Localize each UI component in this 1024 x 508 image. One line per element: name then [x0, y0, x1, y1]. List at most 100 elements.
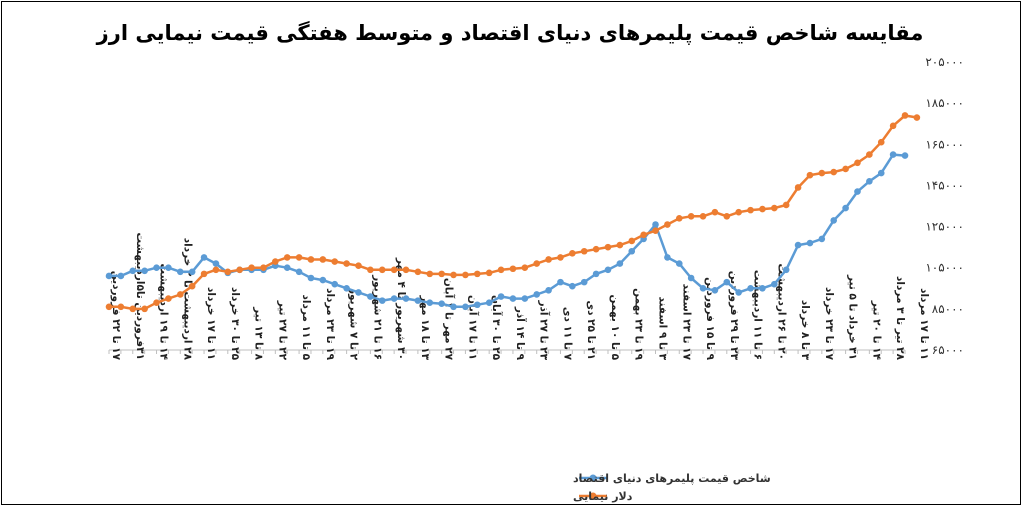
data-point — [462, 303, 469, 311]
x-tick-label: ۲۵ تا ۳۰ خرداد — [229, 287, 241, 361]
data-point — [806, 171, 814, 179]
data-point — [628, 247, 636, 255]
data-point — [355, 289, 362, 296]
data-point — [592, 245, 600, 253]
data-point — [355, 262, 362, 269]
data-point — [485, 269, 493, 277]
legend-swatch-marker — [589, 474, 597, 482]
x-tick-label: ۵ تا ۱۱ مرداد — [300, 294, 312, 360]
x-tick-label: ۱۹ تا ۲۳ مرداد — [324, 288, 336, 361]
data-point — [628, 237, 636, 245]
data-point — [711, 287, 719, 294]
data-point — [165, 264, 172, 272]
data-point — [854, 188, 861, 195]
x-tick-label: ۲۲ تا ۲۷ تیر — [276, 300, 288, 361]
series-layer — [105, 112, 921, 313]
y-tick-label: ۲۰۵۰۰۰ — [925, 55, 964, 69]
data-point — [652, 227, 659, 234]
x-axis: ۱۷ تا ۲۲ فروردین ۳۱فروردین تا۵اردیبهشت ۱۴ … — [108, 232, 930, 361]
data-point — [664, 254, 671, 261]
data-point — [687, 212, 695, 220]
series-line — [109, 114, 918, 311]
x-tick-label: ۱۷ تا ۲۲ فروردین — [110, 271, 122, 361]
data-point — [759, 205, 766, 213]
data-point — [117, 303, 125, 311]
data-point — [272, 258, 279, 265]
data-point — [141, 267, 148, 275]
data-point — [378, 297, 386, 304]
data-point — [877, 138, 885, 146]
data-point — [200, 270, 208, 278]
data-point — [188, 282, 196, 290]
data-point — [438, 270, 445, 278]
data-point — [580, 247, 588, 255]
data-point — [497, 266, 505, 274]
data-point — [592, 270, 600, 278]
data-point — [782, 201, 790, 209]
x-tick-label: ۲ تا ۷ شهریور — [348, 287, 360, 361]
x-tick-label: ۱۴ تا ۲۰ تیر — [870, 300, 882, 361]
legend-swatch-marker — [589, 492, 597, 500]
data-point — [378, 266, 386, 274]
data-point — [818, 235, 826, 243]
x-tick-label: ۲۸ تیر تا ۳ مرداد — [894, 276, 906, 361]
data-point — [533, 291, 541, 298]
data-point — [509, 265, 517, 273]
data-point — [129, 305, 137, 313]
x-tick-label: ۲۱ تا ۲۵ دی — [585, 300, 597, 360]
x-tick-label: ۱۴ تا ۱۹ اردیبهشت — [158, 263, 170, 360]
data-point — [913, 114, 921, 121]
data-point — [390, 266, 398, 274]
data-point — [771, 280, 778, 288]
data-point — [343, 284, 350, 292]
data-point — [889, 122, 897, 130]
data-point — [473, 301, 481, 309]
data-point — [901, 112, 909, 119]
x-tick-label: ۳۱فروردین تا۵اردیبهشت — [134, 232, 146, 360]
x-tick-label: ۲۰ تا ۲۶ اردیبهشت — [775, 263, 787, 360]
x-tick-label: ۱۹ تا ۲۳ بهمن — [633, 288, 645, 360]
data-point — [402, 295, 410, 302]
data-point — [473, 270, 481, 278]
x-tick-label: ۶ تا ۱۱ اردیبهشت — [752, 270, 764, 360]
data-point — [319, 276, 327, 284]
legend-label: شاخص قیمت پلیمرهای دنیای اقتصاد — [573, 472, 771, 485]
data-point — [711, 208, 719, 216]
data-point — [533, 260, 541, 267]
data-point — [782, 266, 790, 274]
data-point — [141, 305, 148, 313]
y-tick-label: ۸۵۰۰۰ — [932, 302, 964, 316]
data-point — [497, 293, 505, 300]
data-point — [735, 208, 742, 216]
data-point — [165, 295, 172, 302]
data-point — [319, 256, 327, 263]
data-point — [687, 274, 695, 282]
data-point — [854, 159, 861, 167]
data-point — [212, 266, 220, 274]
data-point — [806, 239, 814, 247]
data-point — [545, 287, 552, 294]
data-point — [450, 303, 457, 311]
x-tick-label: ۹ تا ۱۵ فروردین — [704, 277, 716, 360]
data-point — [759, 284, 766, 292]
data-point — [212, 260, 220, 267]
data-point — [545, 256, 552, 263]
data-point — [675, 260, 683, 267]
x-tick-label: ۱۱ تا ۱۷ مرداد — [918, 288, 930, 360]
data-point — [414, 297, 422, 304]
data-point — [830, 168, 838, 176]
data-point — [866, 178, 873, 185]
x-tick-label: ۱۳ تا ۱۸ مهر — [419, 295, 431, 361]
data-point — [295, 268, 303, 276]
data-point — [105, 272, 113, 280]
data-point — [343, 260, 350, 267]
x-tick-label: ۲۳ تا ۲۷ آذر — [538, 299, 551, 360]
data-point — [818, 169, 826, 177]
data-point — [771, 204, 778, 212]
data-point — [462, 271, 469, 279]
data-point — [842, 165, 849, 173]
data-point — [557, 254, 564, 261]
x-tick-label: ۵ تا ۱۰ بهمن — [609, 295, 621, 361]
